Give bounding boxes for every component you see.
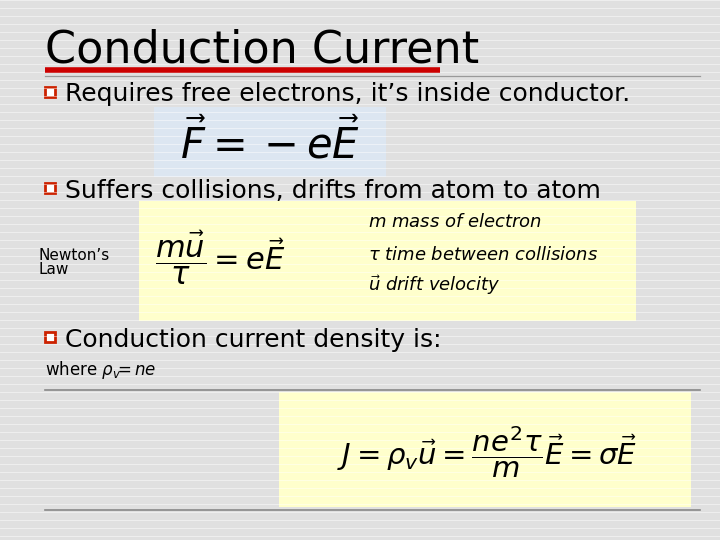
Text: $\dfrac{m\vec{u}}{\tau}=e\vec{E}$: $\dfrac{m\vec{u}}{\tau}=e\vec{E}$ [155,229,285,287]
FancyBboxPatch shape [45,183,55,193]
Text: $\tau$ time between collisions: $\tau$ time between collisions [368,246,598,264]
FancyBboxPatch shape [45,332,55,342]
Text: Suffers collisions, drifts from atom to atom: Suffers collisions, drifts from atom to … [65,179,601,203]
Text: Newton’s: Newton’s [38,247,109,262]
Text: Law: Law [38,262,68,278]
FancyBboxPatch shape [154,107,386,177]
FancyBboxPatch shape [279,392,691,507]
Text: Conduction current density is:: Conduction current density is: [65,328,441,352]
Text: Requires free electrons, it’s inside conductor.: Requires free electrons, it’s inside con… [65,82,630,106]
Text: $m$ mass of electron: $m$ mass of electron [368,213,542,231]
FancyBboxPatch shape [45,87,55,97]
FancyBboxPatch shape [139,201,636,321]
Text: $\vec{F}=-e\vec{E}$: $\vec{F}=-e\vec{E}$ [180,119,360,167]
Text: $=ne$: $=ne$ [114,361,156,379]
Text: $J=\rho_v\vec{u}=\dfrac{ne^2\tau}{m}\vec{E}=\sigma\vec{E}$: $J=\rho_v\vec{u}=\dfrac{ne^2\tau}{m}\vec… [337,424,637,480]
Text: where $\rho_v$: where $\rho_v$ [45,359,121,381]
Text: $\vec{u}$ drift velocity: $\vec{u}$ drift velocity [368,273,500,297]
Text: Conduction Current: Conduction Current [45,29,480,71]
